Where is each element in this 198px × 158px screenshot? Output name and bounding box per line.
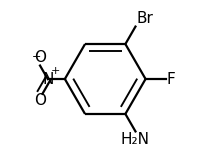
Text: +: + <box>51 66 61 76</box>
Text: O: O <box>34 50 46 65</box>
Text: H₂N: H₂N <box>121 132 150 147</box>
Text: N: N <box>42 72 53 86</box>
Text: F: F <box>167 72 175 86</box>
Text: O: O <box>34 93 46 108</box>
Text: −: − <box>31 52 41 62</box>
Text: Br: Br <box>136 11 153 26</box>
